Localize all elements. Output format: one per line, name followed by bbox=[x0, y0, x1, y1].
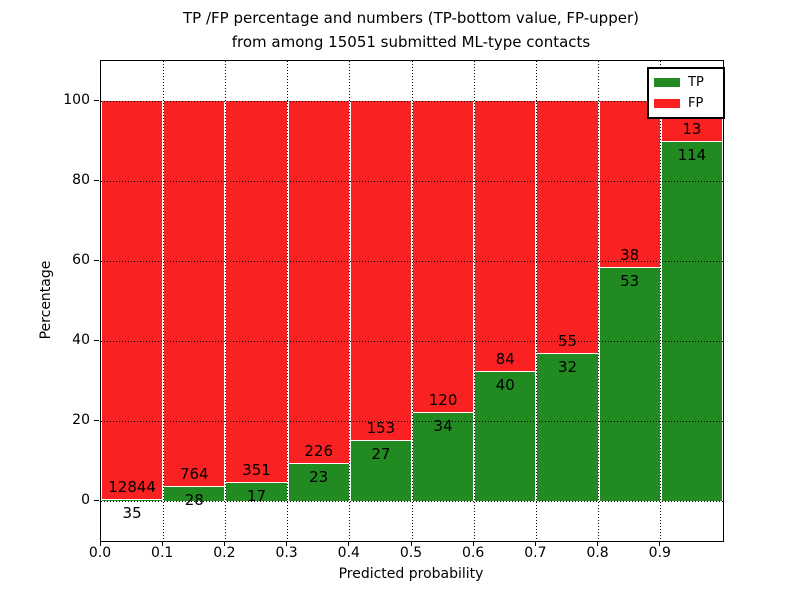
bar-label-fp: 84 bbox=[495, 349, 515, 368]
bar-segment-fp bbox=[164, 101, 225, 487]
y-tick-label: 20 bbox=[72, 412, 90, 428]
bar-label-fp: 12844 bbox=[108, 477, 156, 496]
x-tick-mark bbox=[286, 541, 288, 546]
y-tick-mark bbox=[94, 419, 99, 421]
x-tick-label: 0.5 bbox=[399, 545, 423, 561]
bar-label-tp: 53 bbox=[620, 272, 640, 291]
x-tick-mark bbox=[99, 541, 101, 546]
x-tick-label: 0.9 bbox=[648, 545, 671, 561]
x-tick-label: 0.6 bbox=[462, 545, 485, 561]
bar-segment-tp bbox=[350, 441, 411, 501]
bar-segment-tp bbox=[164, 486, 225, 501]
bar-segment-tp bbox=[661, 141, 722, 501]
y-tick-mark bbox=[94, 339, 99, 341]
legend-item-fp: FP bbox=[654, 95, 718, 113]
y-tick-label: 60 bbox=[72, 252, 90, 268]
x-tick-mark bbox=[348, 541, 350, 546]
bar-segment-fp bbox=[475, 101, 536, 372]
bar-segment-tp bbox=[102, 499, 163, 501]
bar-label-fp: 38 bbox=[620, 246, 640, 265]
plot-area: 12844 35 764 28 351 17 226 23 153 27 120 34 84 40 55 32… bbox=[100, 60, 725, 542]
bar-segment-fp bbox=[226, 101, 287, 483]
bar-segment-tp bbox=[599, 268, 660, 501]
bar-label-tp: 32 bbox=[557, 357, 578, 376]
bar-segment-fp bbox=[599, 101, 660, 269]
bar-label-tp: 28 bbox=[184, 490, 204, 509]
bar-segment-tp bbox=[226, 482, 287, 501]
bar-segment-fp bbox=[537, 101, 598, 354]
bar-label-fp: 13 bbox=[682, 119, 702, 138]
x-tick-label: 0.4 bbox=[337, 545, 360, 561]
bar-segment-tp bbox=[475, 371, 536, 501]
legend-item-tp: TP bbox=[654, 74, 718, 92]
y-tick-mark bbox=[94, 499, 99, 501]
legend-swatch-fp-icon bbox=[654, 99, 680, 108]
y-tick-label: 100 bbox=[63, 92, 90, 108]
y-tick-label: 40 bbox=[72, 332, 90, 348]
bar-label-fp: 153 bbox=[366, 419, 396, 437]
legend: TP FP bbox=[647, 67, 725, 119]
x-tick-label: 0.7 bbox=[524, 545, 547, 561]
x-tick-mark bbox=[161, 541, 163, 546]
chart-title: TP /FP percentage and numbers (TP-bottom… bbox=[100, 6, 722, 54]
bar-label-fp: 226 bbox=[304, 442, 333, 461]
bar-label-tp: 23 bbox=[309, 468, 329, 487]
bars-layer bbox=[101, 61, 723, 541]
bar-label-tp: 27 bbox=[371, 445, 391, 463]
x-tick-label: 0.1 bbox=[151, 545, 174, 561]
x-axis-title: Predicted probability bbox=[338, 566, 484, 582]
legend-label-fp: FP bbox=[688, 95, 704, 111]
x-tick-mark bbox=[472, 541, 474, 546]
bar-label-tp: 17 bbox=[246, 486, 267, 505]
bar-label-tp: 35 bbox=[122, 503, 142, 522]
bar-segment-tp bbox=[288, 464, 349, 501]
bar-segment-fp bbox=[288, 101, 349, 465]
x-tick-label: 0.3 bbox=[275, 545, 298, 561]
chart-title-line1: TP /FP percentage and numbers (TP-bottom… bbox=[183, 9, 639, 27]
x-tick-mark bbox=[597, 541, 599, 546]
legend-swatch-tp-icon bbox=[654, 78, 680, 87]
x-tick-mark bbox=[534, 541, 536, 546]
bar-label-fp: 120 bbox=[428, 390, 458, 409]
bar-segment-fp bbox=[413, 101, 474, 413]
bar-label-tp: 40 bbox=[495, 375, 515, 394]
x-tick-label: 0.8 bbox=[586, 545, 609, 561]
x-tick-mark bbox=[659, 541, 661, 546]
bar-segment-fp bbox=[102, 101, 163, 500]
bar-label-fp: 351 bbox=[242, 460, 271, 479]
legend-label-tp: TP bbox=[688, 74, 704, 90]
y-tick-label: 80 bbox=[72, 172, 90, 188]
x-tick-mark bbox=[410, 541, 412, 546]
bar-segment-fp bbox=[350, 101, 411, 441]
y-axis-title: Percentage bbox=[38, 260, 54, 340]
chart-title-line2: from among 15051 submitted ML-type conta… bbox=[231, 33, 591, 51]
y-tick-mark bbox=[94, 99, 99, 101]
bar-label-fp: 764 bbox=[179, 464, 209, 483]
y-tick-mark bbox=[94, 179, 99, 181]
bar-segment-tp bbox=[537, 353, 598, 501]
x-tick-mark bbox=[223, 541, 225, 546]
bar-label-tp: 34 bbox=[433, 416, 453, 435]
y-tick-mark bbox=[94, 259, 99, 261]
bar-label-tp: 114 bbox=[677, 145, 707, 164]
bar-labels-layer: 12844 35 764 28 351 17 226 23 153 27 120 34 84 40 55 32… bbox=[101, 61, 723, 541]
y-tick-label: 0 bbox=[81, 492, 90, 508]
x-tick-label: 0.0 bbox=[88, 545, 112, 561]
x-tick-label: 0.2 bbox=[213, 545, 236, 561]
bar-segment-tp bbox=[413, 412, 474, 501]
bar-label-fp: 55 bbox=[557, 331, 578, 350]
